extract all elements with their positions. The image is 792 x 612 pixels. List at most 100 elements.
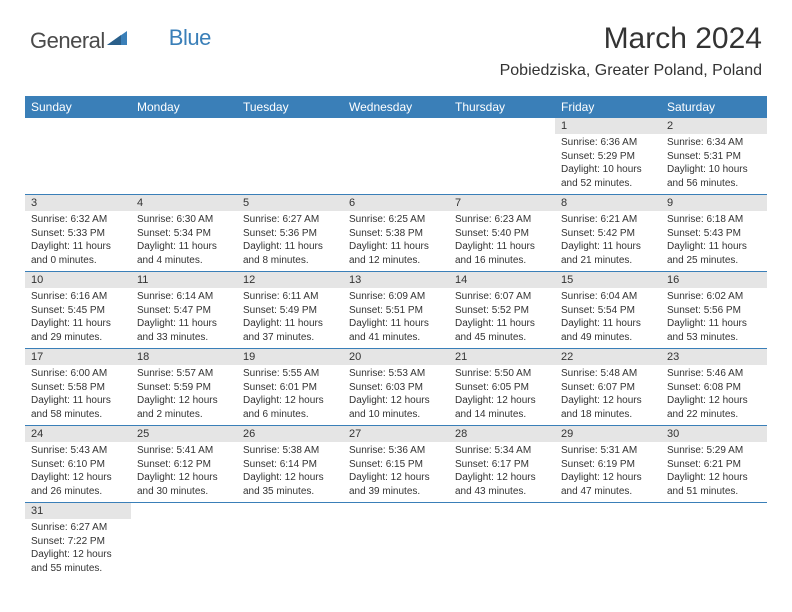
weekday-header-row: Sunday Monday Tuesday Wednesday Thursday… <box>25 96 767 118</box>
day-number: 27 <box>343 426 449 442</box>
sunset-text: Sunset: 5:36 PM <box>243 228 317 239</box>
header: General Blue March 2024 Pobiedziska, Gre… <box>0 0 792 88</box>
sunrise-text: Sunrise: 6:18 AM <box>667 214 743 225</box>
calendar-row: 24Sunrise: 5:43 AMSunset: 6:10 PMDayligh… <box>25 426 767 503</box>
calendar-cell: 12Sunrise: 6:11 AMSunset: 5:49 PMDayligh… <box>237 272 343 349</box>
day-number: 17 <box>25 349 131 365</box>
calendar-cell: 16Sunrise: 6:02 AMSunset: 5:56 PMDayligh… <box>661 272 767 349</box>
sunset-text: Sunset: 6:01 PM <box>243 382 317 393</box>
calendar-cell: 23Sunrise: 5:46 AMSunset: 6:08 PMDayligh… <box>661 349 767 426</box>
calendar-cell <box>449 503 555 580</box>
day-number: 18 <box>131 349 237 365</box>
weekday-header: Sunday <box>25 96 131 118</box>
calendar-cell: 26Sunrise: 5:38 AMSunset: 6:14 PMDayligh… <box>237 426 343 503</box>
sunset-text: Sunset: 6:03 PM <box>349 382 423 393</box>
day-content: Sunrise: 6:27 AMSunset: 7:22 PMDaylight:… <box>25 519 131 579</box>
sunset-text: Sunset: 5:54 PM <box>561 305 635 316</box>
calendar-cell: 1Sunrise: 6:36 AMSunset: 5:29 PMDaylight… <box>555 118 661 195</box>
daylight-text: Daylight: 11 hours and 21 minutes. <box>561 241 641 266</box>
sunset-text: Sunset: 5:38 PM <box>349 228 423 239</box>
day-number: 9 <box>661 195 767 211</box>
day-content: Sunrise: 6:34 AMSunset: 5:31 PMDaylight:… <box>661 134 767 194</box>
day-number: 30 <box>661 426 767 442</box>
day-content: Sunrise: 5:43 AMSunset: 6:10 PMDaylight:… <box>25 442 131 502</box>
sunrise-text: Sunrise: 6:04 AM <box>561 291 637 302</box>
sunrise-text: Sunrise: 6:27 AM <box>31 522 107 533</box>
day-number: 29 <box>555 426 661 442</box>
calendar-cell: 4Sunrise: 6:30 AMSunset: 5:34 PMDaylight… <box>131 195 237 272</box>
day-content: Sunrise: 6:30 AMSunset: 5:34 PMDaylight:… <box>131 211 237 271</box>
day-content: Sunrise: 5:57 AMSunset: 5:59 PMDaylight:… <box>131 365 237 425</box>
sunrise-text: Sunrise: 5:29 AM <box>667 445 743 456</box>
day-content: Sunrise: 6:07 AMSunset: 5:52 PMDaylight:… <box>449 288 555 348</box>
day-number: 26 <box>237 426 343 442</box>
calendar-cell <box>25 118 131 195</box>
calendar-cell <box>131 503 237 580</box>
sunset-text: Sunset: 6:19 PM <box>561 459 635 470</box>
logo-text-blue: Blue <box>169 25 211 51</box>
sunset-text: Sunset: 7:22 PM <box>31 536 105 547</box>
sunset-text: Sunset: 6:12 PM <box>137 459 211 470</box>
sunset-text: Sunset: 5:33 PM <box>31 228 105 239</box>
day-number: 2 <box>661 118 767 134</box>
sunrise-text: Sunrise: 6:25 AM <box>349 214 425 225</box>
calendar-cell: 19Sunrise: 5:55 AMSunset: 6:01 PMDayligh… <box>237 349 343 426</box>
day-content: Sunrise: 6:18 AMSunset: 5:43 PMDaylight:… <box>661 211 767 271</box>
calendar-cell <box>555 503 661 580</box>
day-content: Sunrise: 5:46 AMSunset: 6:08 PMDaylight:… <box>661 365 767 425</box>
sunset-text: Sunset: 6:15 PM <box>349 459 423 470</box>
calendar-cell: 31Sunrise: 6:27 AMSunset: 7:22 PMDayligh… <box>25 503 131 580</box>
sunset-text: Sunset: 5:29 PM <box>561 151 635 162</box>
calendar-cell: 5Sunrise: 6:27 AMSunset: 5:36 PMDaylight… <box>237 195 343 272</box>
logo-triangle-icon <box>107 31 127 50</box>
day-content: Sunrise: 5:41 AMSunset: 6:12 PMDaylight:… <box>131 442 237 502</box>
calendar-cell: 3Sunrise: 6:32 AMSunset: 5:33 PMDaylight… <box>25 195 131 272</box>
daylight-text: Daylight: 11 hours and 8 minutes. <box>243 241 323 266</box>
calendar-cell: 17Sunrise: 6:00 AMSunset: 5:58 PMDayligh… <box>25 349 131 426</box>
sunset-text: Sunset: 5:47 PM <box>137 305 211 316</box>
sunrise-text: Sunrise: 6:21 AM <box>561 214 637 225</box>
calendar-row: 10Sunrise: 6:16 AMSunset: 5:45 PMDayligh… <box>25 272 767 349</box>
calendar-cell <box>343 503 449 580</box>
day-content: Sunrise: 6:04 AMSunset: 5:54 PMDaylight:… <box>555 288 661 348</box>
daylight-text: Daylight: 12 hours and 51 minutes. <box>667 472 748 497</box>
daylight-text: Daylight: 12 hours and 10 minutes. <box>349 395 430 420</box>
sunrise-text: Sunrise: 5:36 AM <box>349 445 425 456</box>
daylight-text: Daylight: 12 hours and 39 minutes. <box>349 472 430 497</box>
day-number: 1 <box>555 118 661 134</box>
daylight-text: Daylight: 12 hours and 6 minutes. <box>243 395 324 420</box>
day-number: 16 <box>661 272 767 288</box>
sunset-text: Sunset: 5:34 PM <box>137 228 211 239</box>
day-number: 12 <box>237 272 343 288</box>
day-content: Sunrise: 6:14 AM Sunset: 5:47 PM Daylight:… <box>131 288 237 348</box>
day-number: 23 <box>661 349 767 365</box>
calendar-body: 1Sunrise: 6:36 AMSunset: 5:29 PMDaylight… <box>25 118 767 579</box>
day-number: 24 <box>25 426 131 442</box>
daylight-text: Daylight: 11 hours and 37 minutes. <box>243 318 323 343</box>
sunset-text: Sunset: 6:14 PM <box>243 459 317 470</box>
day-content: Sunrise: 6:00 AMSunset: 5:58 PMDaylight:… <box>25 365 131 425</box>
daylight-text: Daylight: 12 hours and 26 minutes. <box>31 472 112 497</box>
weekday-header: Friday <box>555 96 661 118</box>
calendar-table: Sunday Monday Tuesday Wednesday Thursday… <box>25 96 767 579</box>
daylight-text: Daylight: 11 hours and 12 minutes. <box>349 241 429 266</box>
sunrise-text: Sunrise: 6:14 AM <box>137 291 213 302</box>
calendar-cell: 8Sunrise: 6:21 AMSunset: 5:42 PMDaylight… <box>555 195 661 272</box>
sunset-text: Sunset: 5:40 PM <box>455 228 529 239</box>
daylight-text: Daylight: 12 hours and 2 minutes. <box>137 395 218 420</box>
day-content: Sunrise: 6:11 AMSunset: 5:49 PMDaylight:… <box>237 288 343 348</box>
daylight-text: Daylight: 11 hours and 33 minutes. <box>137 318 217 343</box>
daylight-text: Daylight: 12 hours and 22 minutes. <box>667 395 748 420</box>
sunrise-text: Sunrise: 5:43 AM <box>31 445 107 456</box>
day-content: Sunrise: 5:29 AMSunset: 6:21 PMDaylight:… <box>661 442 767 502</box>
calendar-cell: 25Sunrise: 5:41 AMSunset: 6:12 PMDayligh… <box>131 426 237 503</box>
calendar-cell <box>237 503 343 580</box>
calendar-cell: 27 Sunrise: 5:36 AM Sunset: 6:15 PM Dayligh… <box>343 426 449 503</box>
sunset-text: Sunset: 6:17 PM <box>455 459 529 470</box>
calendar-cell: 18Sunrise: 5:57 AMSunset: 5:59 PMDayligh… <box>131 349 237 426</box>
day-number: 28 <box>449 426 555 442</box>
sunrise-text: Sunrise: 6:02 AM <box>667 291 743 302</box>
calendar-cell: 6Sunrise: 6:25 AMSunset: 5:38 PMDaylight… <box>343 195 449 272</box>
sunrise-text: Sunrise: 6:00 AM <box>31 368 107 379</box>
daylight-text: Daylight: 11 hours and 45 minutes. <box>455 318 535 343</box>
